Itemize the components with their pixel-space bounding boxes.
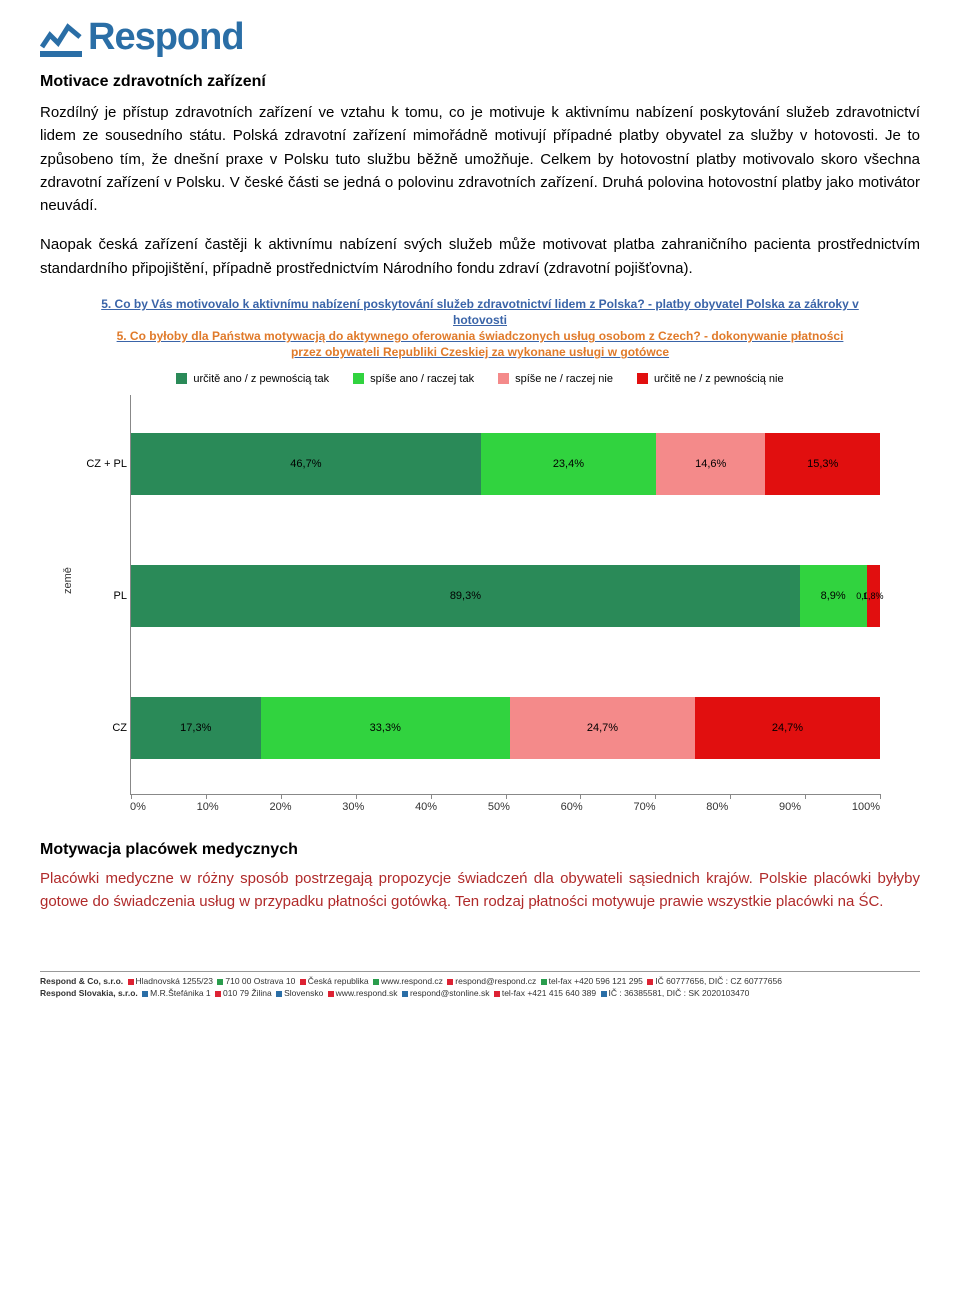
legend-swatch — [637, 373, 648, 384]
x-tick-label: 10% — [197, 801, 219, 813]
footer-company-sk: Respond Slovakia, s.r.o. — [40, 988, 138, 998]
legend-label: určitě ne / z pewnością nie — [654, 373, 784, 385]
footer-line-1: Respond & Co, s.r.o. Hladnovská 1255/23 … — [40, 976, 920, 988]
bar-value-label: 33,3% — [370, 722, 401, 734]
bar-segment: 14,6% — [656, 433, 765, 495]
chart-legend: určitě ano / z pewnością tak spíše ano / … — [40, 373, 920, 385]
legend-label: určitě ano / z pewnością tak — [193, 373, 329, 385]
paragraph-cz-2: Naopak česká zařízení častěji k aktivním… — [40, 233, 920, 280]
x-tick-label: 40% — [415, 801, 437, 813]
legend-item: určitě ne / z pewnością nie — [637, 373, 784, 385]
logo-icon — [40, 17, 82, 59]
bar-value-label: 89,3% — [450, 590, 481, 602]
bar-value-label: 23,4% — [553, 458, 584, 470]
bar-segment: 33,3% — [261, 697, 510, 759]
bar-row: PL89,3%8,9%0,0%1,8% — [131, 565, 880, 627]
chart-title-cz: 5. Co by Vás motivovalo k aktivnímu nabí… — [101, 297, 859, 327]
category-label: PL — [75, 590, 127, 602]
legend-swatch — [498, 373, 509, 384]
x-tick-label: 30% — [342, 801, 364, 813]
bar-value-label: 17,3% — [180, 722, 211, 734]
logo: Respond — [40, 16, 920, 59]
x-tick-label: 100% — [852, 801, 880, 813]
legend-label: spíše ano / raczej tak — [370, 373, 474, 385]
x-tick-label: 50% — [488, 801, 510, 813]
x-tick-label: 60% — [561, 801, 583, 813]
category-label: CZ + PL — [75, 458, 127, 470]
bar-segment: 17,3% — [131, 697, 261, 759]
section-title-pl: Motywacja placówek medycznych — [40, 841, 920, 859]
bar-segment: 89,3% — [131, 565, 800, 627]
footer-line-2: Respond Slovakia, s.r.o. M.R.Štefánika 1… — [40, 988, 920, 1000]
chart-title: 5. Co by Vás motivovalo k aktivnímu nabí… — [100, 296, 860, 361]
legend-item: spíše ano / raczej tak — [353, 373, 474, 385]
paragraph-pl: Placówki medyczne w różny sposób postrze… — [40, 867, 920, 914]
bar-value-label: 1,8% — [863, 591, 884, 601]
section-title-cz: Motivace zdravotních zařízení — [40, 73, 920, 91]
x-tick-label: 0% — [130, 801, 146, 813]
chart-plot-area: CZ + PL46,7%23,4%14,6%15,3%PL89,3%8,9%0,… — [130, 395, 880, 795]
bar-value-label: 8,9% — [821, 590, 846, 602]
bar-value-label: 24,7% — [772, 722, 803, 734]
legend-item: spíše ne / raczej nie — [498, 373, 613, 385]
chart-title-pl: 5. Co byłoby dla Państwa motywacją do ak… — [117, 329, 844, 359]
y-axis-label: země — [62, 567, 74, 594]
x-tick-label: 90% — [779, 801, 801, 813]
bar-value-label: 46,7% — [290, 458, 321, 470]
bar-segment: 46,7% — [131, 433, 481, 495]
footer-company-cz: Respond & Co, s.r.o. — [40, 976, 123, 986]
bar-segment: 23,4% — [481, 433, 656, 495]
bar-segment: 1,8% — [867, 565, 880, 627]
x-tick-label: 80% — [706, 801, 728, 813]
x-tick-label: 20% — [269, 801, 291, 813]
bar-row: CZ + PL46,7%23,4%14,6%15,3% — [131, 433, 880, 495]
bar-segment: 24,7% — [510, 697, 695, 759]
legend-swatch — [353, 373, 364, 384]
bar-value-label: 14,6% — [695, 458, 726, 470]
bar-value-label: 15,3% — [807, 458, 838, 470]
x-tick-label: 70% — [633, 801, 655, 813]
legend-item: určitě ano / z pewnością tak — [176, 373, 329, 385]
paragraph-cz-1: Rozdílný je přístup zdravotních zařízení… — [40, 101, 920, 217]
legend-label: spíše ne / raczej nie — [515, 373, 613, 385]
bar-segment: 24,7% — [695, 697, 880, 759]
bar-value-label: 24,7% — [587, 722, 618, 734]
bar-segment: 15,3% — [765, 433, 880, 495]
logo-text: Respond — [88, 16, 244, 59]
footer: Respond & Co, s.r.o. Hladnovská 1255/23 … — [40, 971, 920, 1000]
legend-swatch — [176, 373, 187, 384]
chart: země CZ + PL46,7%23,4%14,6%15,3%PL89,3%8… — [70, 395, 880, 813]
category-label: CZ — [75, 722, 127, 734]
bar-row: CZ17,3%33,3%24,7%24,7% — [131, 697, 880, 759]
